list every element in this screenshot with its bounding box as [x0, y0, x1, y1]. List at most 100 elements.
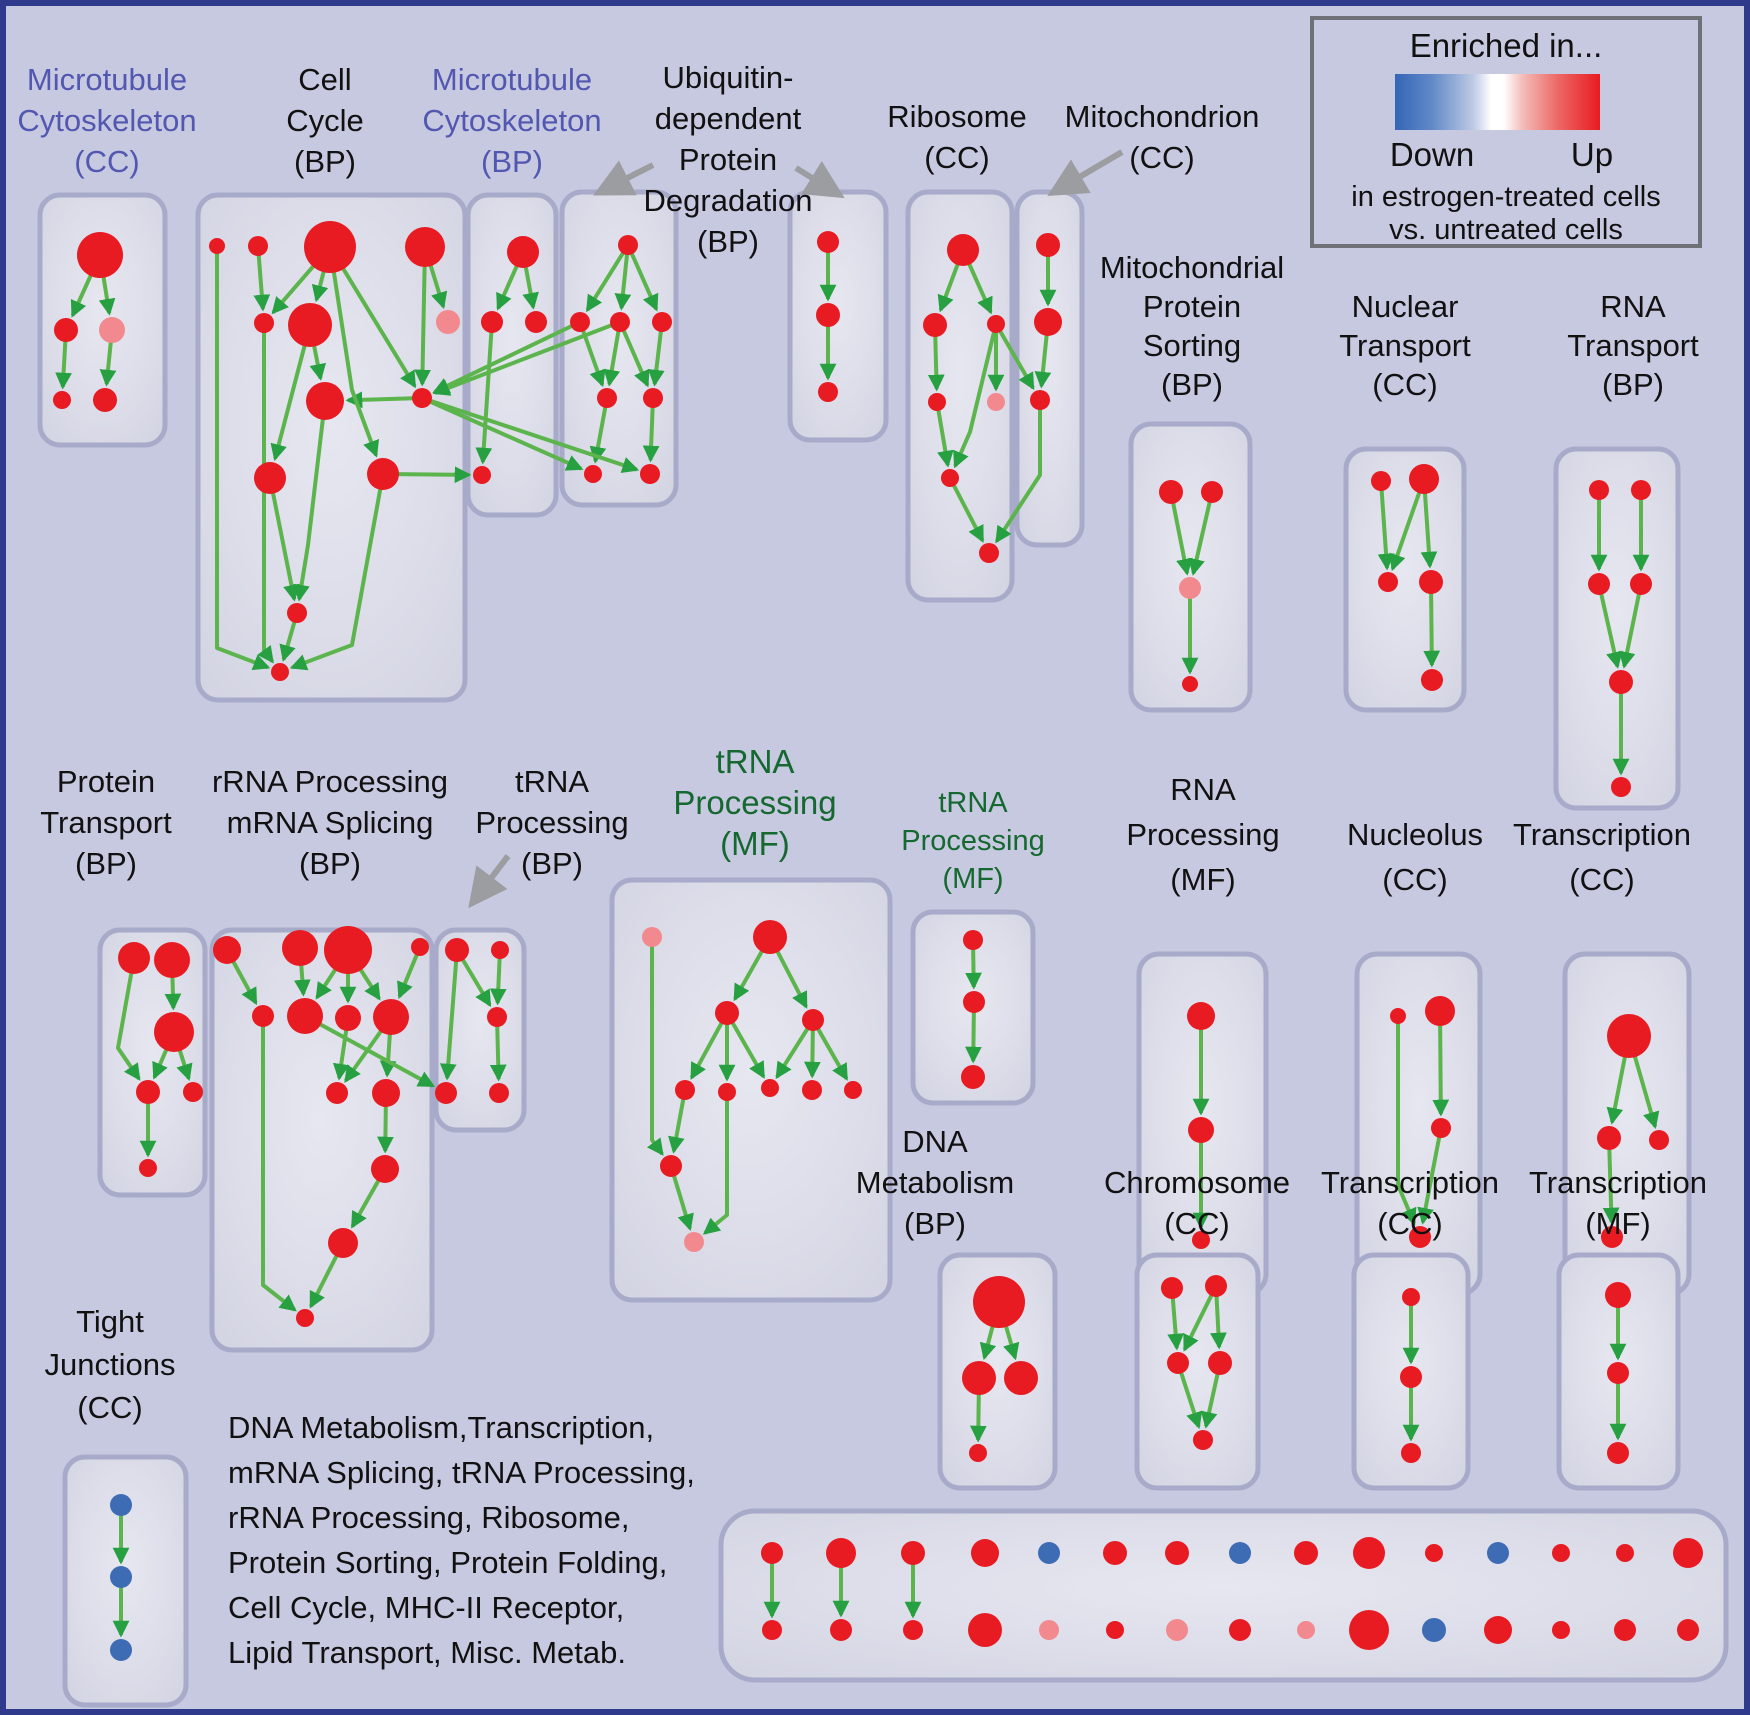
trna-processing-mf-1-node-10	[684, 1232, 704, 1252]
mitochondrial-protein-sorting-node-3	[1182, 676, 1198, 692]
cell-cycle-edge-11	[268, 477, 300, 602]
misc-cluster-node-9	[1353, 1537, 1385, 1569]
rrna-processing-node-6	[335, 1005, 361, 1031]
cell-cycle-node-1	[248, 236, 268, 256]
ubiquitin-degradation-1-node-4	[597, 388, 617, 408]
transcription-cc-bottom-label: Transcription (CC)	[1321, 1165, 1499, 1241]
nucleolus-node-0	[1390, 1008, 1406, 1024]
ubiquitin-degradation-1-edge-3	[578, 321, 606, 388]
misc-cluster-node-22	[1229, 1619, 1251, 1641]
rrna-processing-node-11	[328, 1228, 358, 1258]
transcription-cc-mid-node-3	[1601, 1226, 1623, 1248]
cross-edge-7	[304, 1014, 436, 1088]
mitochondrion-label: Mitochondrion (CC)	[1065, 99, 1260, 175]
rna-processing-mf-node-0	[1187, 1002, 1215, 1030]
trna-processing-mf-1-edge-9	[668, 1089, 687, 1154]
nuclear-transport-node-2	[1378, 572, 1398, 592]
ubiquitin-label-label: Ubiquitin-dependent Protein Degradation (BP…	[644, 60, 813, 259]
microtubule-bp-node-0	[507, 236, 539, 268]
ubiquitin-degradation-1-node-3	[652, 312, 672, 332]
label-pointer-arrow-3	[468, 854, 511, 909]
mitochondrion-node-0	[1036, 233, 1060, 257]
cell-cycle-node-7	[412, 388, 432, 408]
microtubule-bp-node-2	[525, 311, 547, 333]
rna-transport-box	[1553, 446, 1681, 811]
ubiquitin-degradation-1-edge-7	[589, 397, 609, 464]
microtubule-cc-node-0	[77, 232, 123, 278]
dna-metabolism-label: DNA Metabolism (BP)	[856, 1124, 1015, 1241]
trna-processing-mf-1-label: tRNA Processing (MF)	[673, 743, 836, 862]
chromosome-node-4	[1193, 1430, 1213, 1450]
annotation-text: DNA Metabolism,Transcription, mRNA Splici…	[228, 1410, 695, 1670]
cell-cycle-node-2	[304, 221, 356, 273]
misc-cluster-node-18	[968, 1613, 1002, 1647]
misc-cluster-node-26	[1484, 1616, 1512, 1644]
cell-cycle-node-8	[306, 382, 344, 420]
legend-box	[1310, 16, 1702, 248]
cell-cycle-label: Cell Cycle (BP)	[286, 62, 364, 179]
chromosome-node-1	[1205, 1275, 1227, 1297]
dna-metabolism-node-2	[1004, 1361, 1038, 1395]
rrna-processing-node-3	[411, 938, 429, 956]
cell-cycle-edge-3	[328, 245, 417, 389]
layer-nodes	[53, 221, 1703, 1661]
microtubule-cc-label: Microtubule Cytoskeleton (CC)	[17, 62, 196, 179]
legend-up-label: Up	[1571, 136, 1613, 173]
cross-edge-2	[421, 396, 584, 471]
nucleolus-node-1	[1425, 996, 1455, 1026]
ubiquitin-degradation-1-edge-5	[618, 321, 650, 388]
trna-processing-bp-edge-2	[489, 1016, 507, 1082]
mitochondrial-protein-sorting-edge-1	[1188, 491, 1214, 576]
rrna-processing-node-4	[252, 1005, 274, 1027]
trna-processing-mf-1-node-3	[802, 1009, 824, 1031]
misc-cluster-node-10	[1425, 1544, 1443, 1562]
protein-transport-box	[97, 927, 208, 1198]
rrna-processing-label: rRNA Processing mRNA Splicing (BP)	[212, 764, 448, 881]
misc-cluster-node-11	[1487, 1542, 1509, 1564]
transcription-mf-bottom-node-2	[1607, 1442, 1629, 1464]
misc-cluster-node-4	[1038, 1542, 1060, 1564]
misc-cluster-node-16	[830, 1619, 852, 1641]
nucleolus-edge-2	[1396, 1016, 1417, 1226]
cell-cycle-node-3	[405, 227, 445, 267]
ubiquitin-degradation-2-node-0	[817, 231, 839, 253]
trna-processing-mf-1-node-7	[802, 1080, 822, 1100]
cell-cycle-edge-8	[328, 246, 380, 458]
trna-processing-mf-1-edge-5	[775, 1018, 815, 1080]
misc-cluster-node-1	[826, 1538, 856, 1568]
rna-processing-mf-node-1	[1188, 1117, 1214, 1143]
misc-cluster-node-19	[1039, 1620, 1059, 1640]
protein-transport-node-4	[183, 1082, 203, 1102]
misc-cluster-node-23	[1297, 1621, 1315, 1639]
cell-cycle-edge-10	[293, 400, 327, 602]
misc-cluster-node-21	[1166, 1619, 1188, 1641]
trna-processing-bp-node-2	[487, 1007, 507, 1027]
dna-metabolism-node-3	[969, 1444, 987, 1462]
legend-gradient-bar	[1395, 74, 1600, 130]
rna-transport-node-3	[1630, 573, 1652, 595]
rrna-processing-node-0	[213, 936, 241, 964]
ribosome-label: Ribosome (CC)	[887, 99, 1027, 175]
cell-cycle-edge-9	[270, 324, 312, 462]
trna-processing-mf-2-label: tRNA Processing (MF)	[901, 787, 1044, 895]
label-pointer-arrow-2	[1047, 149, 1124, 196]
misc-cluster-node-29	[1677, 1619, 1699, 1641]
cell-cycle-node-10	[367, 458, 399, 490]
nuclear-transport-node-1	[1409, 464, 1439, 494]
cross-edge-5	[994, 322, 1035, 391]
ribosome-edge-6	[948, 477, 985, 543]
mitochondrial-protein-sorting-edge-0	[1169, 491, 1193, 576]
protein-transport-node-5	[139, 1159, 157, 1177]
nuclear-transport-edge-3	[1423, 581, 1441, 668]
ubiquitin-degradation-1-edge-1	[614, 244, 632, 311]
label-pointer-arrow-1	[794, 160, 845, 199]
rna-transport-node-2	[1588, 573, 1610, 595]
trna-processing-mf-1-node-0	[642, 927, 662, 947]
chromosome-node-0	[1161, 1277, 1183, 1299]
rna-transport-edge-3	[1618, 583, 1643, 669]
tight-junctions-node-0	[110, 1494, 132, 1516]
trna-processing-bp-node-1	[491, 941, 509, 959]
legend-subtitle-2: vs. untreated cells	[1389, 214, 1623, 246]
rrna-processing-node-7	[373, 999, 409, 1035]
nuclear-transport-node-0	[1371, 471, 1391, 491]
